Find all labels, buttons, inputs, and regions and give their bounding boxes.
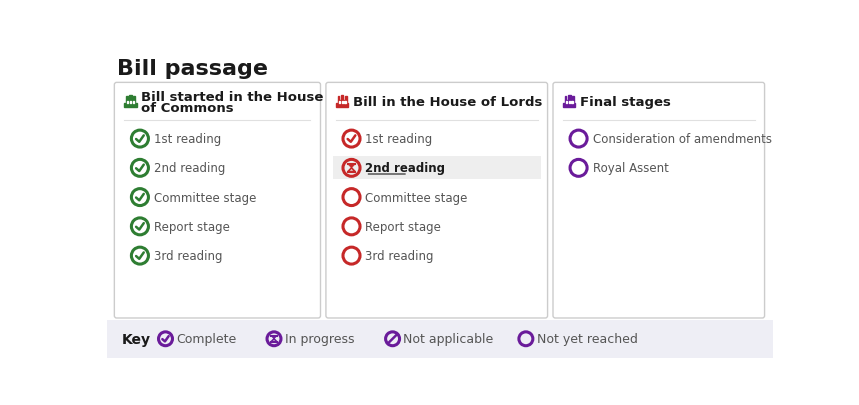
Text: Committee stage: Committee stage — [365, 191, 468, 204]
FancyBboxPatch shape — [107, 320, 773, 358]
Text: Consideration of amendments: Consideration of amendments — [593, 133, 771, 146]
FancyBboxPatch shape — [114, 83, 320, 318]
Text: Complete: Complete — [176, 333, 236, 345]
Text: Key: Key — [121, 332, 150, 346]
Bar — [133, 102, 134, 104]
Bar — [571, 102, 573, 104]
Bar — [342, 102, 343, 104]
Text: 2nd reading: 2nd reading — [154, 162, 225, 175]
Bar — [341, 96, 344, 101]
Bar — [126, 100, 135, 105]
Text: Committee stage: Committee stage — [154, 191, 256, 204]
Text: Bill passage: Bill passage — [117, 59, 268, 79]
Text: of Commons: of Commons — [142, 102, 235, 115]
Bar — [345, 97, 347, 101]
Text: Bill in the House of Lords: Bill in the House of Lords — [353, 96, 542, 109]
Bar — [338, 102, 340, 104]
Bar — [564, 104, 576, 107]
Bar — [572, 97, 574, 101]
Bar — [127, 102, 129, 104]
FancyBboxPatch shape — [553, 83, 765, 318]
Polygon shape — [271, 336, 277, 339]
Text: Royal Assent: Royal Assent — [593, 162, 668, 175]
Bar — [569, 102, 570, 104]
Bar — [338, 97, 339, 101]
Bar — [564, 97, 566, 101]
FancyBboxPatch shape — [333, 157, 540, 180]
Text: 3rd reading: 3rd reading — [154, 249, 222, 262]
Text: 1st reading: 1st reading — [365, 133, 433, 146]
Text: 1st reading: 1st reading — [154, 133, 221, 146]
Bar — [125, 104, 137, 107]
Bar — [344, 102, 345, 104]
Bar — [338, 100, 347, 105]
Text: 3rd reading: 3rd reading — [365, 249, 434, 262]
Text: In progress: In progress — [285, 333, 355, 345]
Text: Not yet reached: Not yet reached — [537, 333, 637, 345]
Bar — [564, 100, 574, 105]
Bar — [336, 104, 349, 107]
Bar — [130, 96, 132, 101]
Polygon shape — [348, 165, 355, 168]
Text: Report stage: Report stage — [154, 220, 229, 233]
Text: Bill started in the House: Bill started in the House — [142, 90, 324, 103]
Bar — [566, 102, 567, 104]
Bar — [130, 102, 131, 104]
Bar — [133, 97, 135, 101]
Text: 2nd reading: 2nd reading — [365, 162, 446, 175]
Bar — [568, 96, 570, 101]
Text: Report stage: Report stage — [365, 220, 442, 233]
Bar — [126, 97, 128, 101]
FancyBboxPatch shape — [326, 83, 547, 318]
Text: Not applicable: Not applicable — [404, 333, 494, 345]
Text: Final stages: Final stages — [580, 96, 671, 109]
